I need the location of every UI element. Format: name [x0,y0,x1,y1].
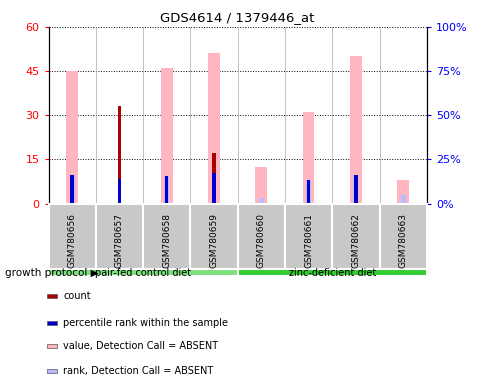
Bar [400,195,405,204]
Bar [332,204,378,269]
Bar [302,112,314,204]
Bar [212,174,215,204]
Bar [47,294,57,298]
Text: rank, Detection Call = ABSENT: rank, Detection Call = ABSENT [63,366,213,376]
Text: GSM780660: GSM780660 [256,214,265,268]
Bar [164,176,169,204]
Bar [378,204,426,269]
Bar [143,204,190,269]
Bar [118,179,121,204]
Bar [47,344,57,348]
Bar [70,175,75,204]
Bar [47,369,57,373]
Bar [165,176,168,204]
Bar [48,204,95,269]
Bar [48,269,237,276]
Bar [118,106,121,204]
Bar [306,180,310,204]
Text: count: count [63,291,91,301]
Bar [237,269,426,276]
Bar [70,175,74,204]
Bar [255,167,267,204]
Text: GSM780657: GSM780657 [115,214,124,268]
Text: value, Detection Call = ABSENT: value, Detection Call = ABSENT [63,341,218,351]
Text: GSM780661: GSM780661 [303,214,313,268]
Text: GSM780663: GSM780663 [398,214,407,268]
Text: zinc-deficient diet: zinc-deficient diet [288,268,375,278]
Bar [212,154,215,204]
Bar [161,68,172,204]
Bar [190,204,237,269]
Text: GSM780659: GSM780659 [209,214,218,268]
Text: GSM780662: GSM780662 [350,214,360,268]
Bar [305,180,310,204]
Bar [285,204,332,269]
Bar [258,198,263,204]
Bar [66,71,78,204]
Bar [353,175,357,204]
Bar [349,56,361,204]
Bar [47,321,57,324]
Bar [396,180,408,204]
Bar [353,175,358,204]
Text: GSM780658: GSM780658 [162,214,171,268]
Bar [208,53,219,204]
Title: GDS4614 / 1379446_at: GDS4614 / 1379446_at [160,11,314,24]
Text: pair-fed control diet: pair-fed control diet [95,268,191,278]
Text: growth protocol ▶: growth protocol ▶ [5,268,98,278]
Text: GSM780656: GSM780656 [67,214,76,268]
Text: percentile rank within the sample: percentile rank within the sample [63,318,228,328]
Bar [95,204,143,269]
Bar [237,204,285,269]
